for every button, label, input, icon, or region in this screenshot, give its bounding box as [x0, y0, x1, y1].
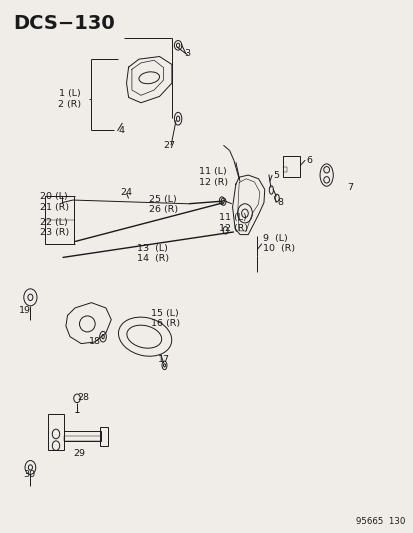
Text: 6: 6 [305, 156, 311, 165]
Text: 18: 18 [89, 337, 101, 346]
Text: 11 (L)
12 (R): 11 (L) 12 (R) [219, 213, 248, 232]
Text: 9  (L)
10  (R): 9 (L) 10 (R) [262, 234, 294, 253]
Bar [282, 156, 299, 177]
Text: 30: 30 [23, 471, 36, 479]
Text: 15 (L)
16 (R): 15 (L) 16 (R) [151, 309, 180, 328]
Bar [64, 431, 101, 441]
Text: 25 (L)
26 (R): 25 (L) 26 (R) [149, 195, 178, 214]
Text: 5: 5 [272, 171, 278, 180]
Bar [100, 426, 108, 446]
Text: 24: 24 [120, 188, 132, 197]
Text: 1 (L)
2 (R): 1 (L) 2 (R) [58, 90, 81, 109]
Text: 4: 4 [118, 126, 124, 135]
Text: 7: 7 [347, 183, 352, 192]
Text: 19: 19 [19, 305, 31, 314]
Text: 28: 28 [77, 393, 89, 402]
Text: 20 (L)
21 (R): 20 (L) 21 (R) [40, 192, 69, 212]
Text: DCS−130: DCS−130 [13, 14, 114, 33]
Bar [48, 414, 64, 450]
Text: 11 (L)
12 (R): 11 (L) 12 (R) [198, 167, 227, 187]
Text: 3: 3 [184, 50, 190, 58]
Text: 29: 29 [73, 449, 85, 458]
Text: 17: 17 [157, 354, 169, 364]
Bar [45, 196, 74, 244]
Text: 8: 8 [276, 198, 282, 207]
Text: 27: 27 [163, 141, 175, 150]
Text: 13  (L)
14  (R): 13 (L) 14 (R) [137, 244, 169, 263]
Bar [64, 435, 101, 441]
Text: 22 (L)
23 (R): 22 (L) 23 (R) [40, 218, 69, 237]
Text: 95665  130: 95665 130 [355, 517, 404, 526]
